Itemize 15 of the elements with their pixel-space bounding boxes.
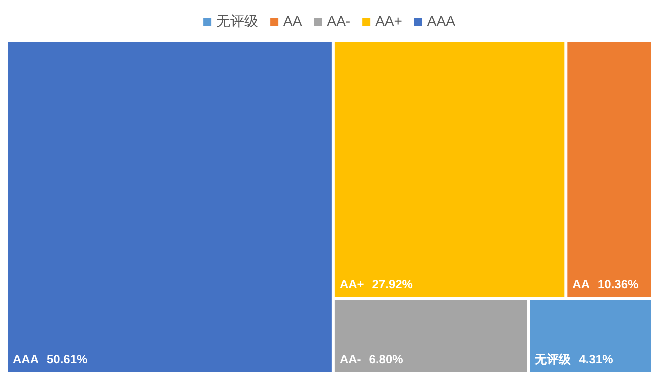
text: AA- (340, 352, 362, 366)
legend-label: 无评级 (216, 12, 259, 29)
legend-label: AAA (427, 12, 456, 29)
text: 无评级 (535, 352, 572, 366)
text: AA+ (340, 277, 364, 292)
data-label: 27.92% (372, 277, 414, 292)
data-label: 6.80% (369, 352, 404, 366)
text: AAA (13, 352, 39, 366)
legend-label: AA- (327, 12, 351, 29)
data-label: 4.31% (579, 352, 614, 366)
text: AA (572, 277, 590, 292)
data-label: 50.61% (47, 352, 88, 366)
legend-label: AA+ (376, 12, 402, 29)
legend-label: AA (284, 12, 303, 29)
data-label: 10.36% (598, 277, 640, 292)
